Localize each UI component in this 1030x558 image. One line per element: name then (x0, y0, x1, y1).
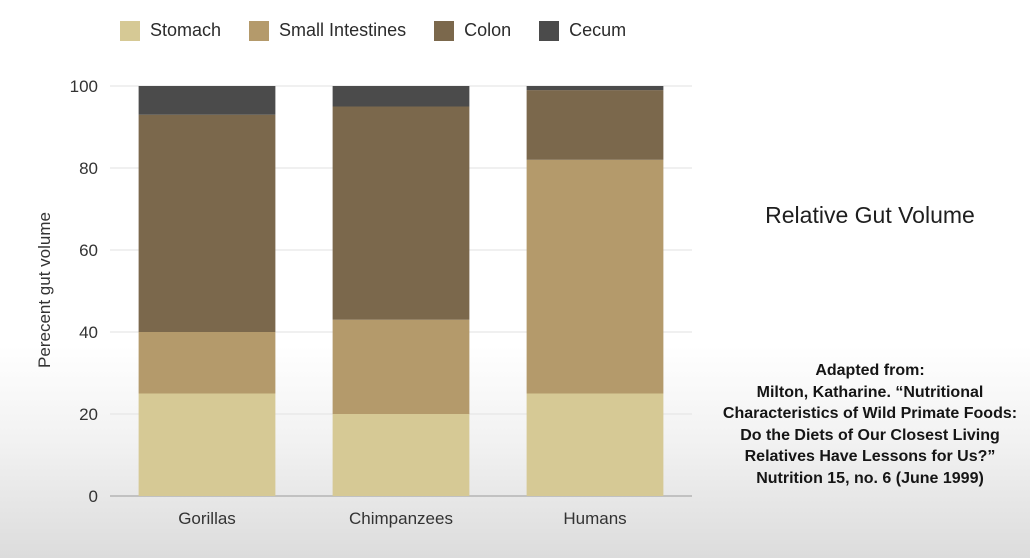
bar-humans-small-intestines (526, 159, 664, 394)
bar-chimpanzees-cecum (332, 86, 470, 107)
legend-item-cecum: Cecum (539, 20, 626, 41)
citation-line: Do the Diets of Our Closest Living (740, 426, 1000, 444)
legend-item-small-intestines: Small Intestines (249, 20, 406, 41)
y-tick-label: 100 (70, 77, 98, 96)
citation: Adapted from: Milton, Katharine. “Nutrit… (700, 360, 1030, 489)
x-tick-label: Humans (563, 509, 626, 528)
y-tick-label: 80 (79, 159, 98, 178)
y-tick-label: 0 (89, 487, 98, 506)
bar-chimpanzees-stomach (332, 414, 470, 496)
bar-chimpanzees-small-intestines (332, 319, 470, 414)
x-tick-label: Chimpanzees (349, 509, 453, 528)
x-tick-label: Gorillas (178, 509, 236, 528)
x-tick-labels: Gorillas Chimpanzees Humans (178, 509, 626, 528)
citation-line: Milton, Katharine. “Nutritional (756, 383, 984, 401)
y-tick-label: 60 (79, 241, 98, 260)
y-tick-label: 20 (79, 405, 98, 424)
stacked-bar-chart: 0 20 40 60 80 100 Gorillas Chimpanzees Humans P… (35, 77, 692, 528)
legend-label-small-intestines: Small Intestines (279, 20, 407, 40)
bar-gorillas-cecum (138, 86, 276, 115)
citation-line: Characteristics of Wild Primate Foods: (722, 405, 1018, 422)
bar-gorillas-colon (138, 114, 276, 332)
legend-label-stomach: Stomach (150, 20, 222, 40)
chart-title: Relative Gut Volume (765, 202, 975, 228)
y-tick-label: 40 (79, 323, 98, 342)
bar-gorillas-small-intestines (138, 332, 276, 394)
citation-line: Nutrition 15, no. 6 (June 1999) (756, 469, 984, 487)
citation-line: Adapted from: (815, 362, 925, 379)
chart-legend: Stomach Small Intestines Colon Cecum (120, 20, 654, 41)
bar-chimpanzees-colon (332, 106, 470, 320)
legend-label-cecum: Cecum (569, 20, 627, 40)
legend-label-colon: Colon (464, 20, 512, 40)
legend-item-stomach: Stomach (120, 20, 221, 41)
legend-swatch-stomach (120, 20, 140, 41)
bar-humans-stomach (526, 393, 664, 496)
y-tick-labels: 0 20 40 60 80 100 (70, 77, 98, 506)
bar-humans-cecum (526, 86, 664, 91)
y-axis-label: Perecent gut volume (35, 212, 54, 368)
legend-swatch-cecum (539, 20, 560, 41)
bars (138, 86, 664, 496)
legend-swatch-small-intestines (249, 20, 270, 41)
legend-swatch-colon (434, 20, 455, 41)
legend-item-colon: Colon (434, 20, 511, 41)
bar-humans-colon (526, 90, 664, 160)
citation-line: Relatives Have Lessons for Us?” (744, 448, 996, 465)
bar-gorillas-stomach (138, 393, 276, 496)
